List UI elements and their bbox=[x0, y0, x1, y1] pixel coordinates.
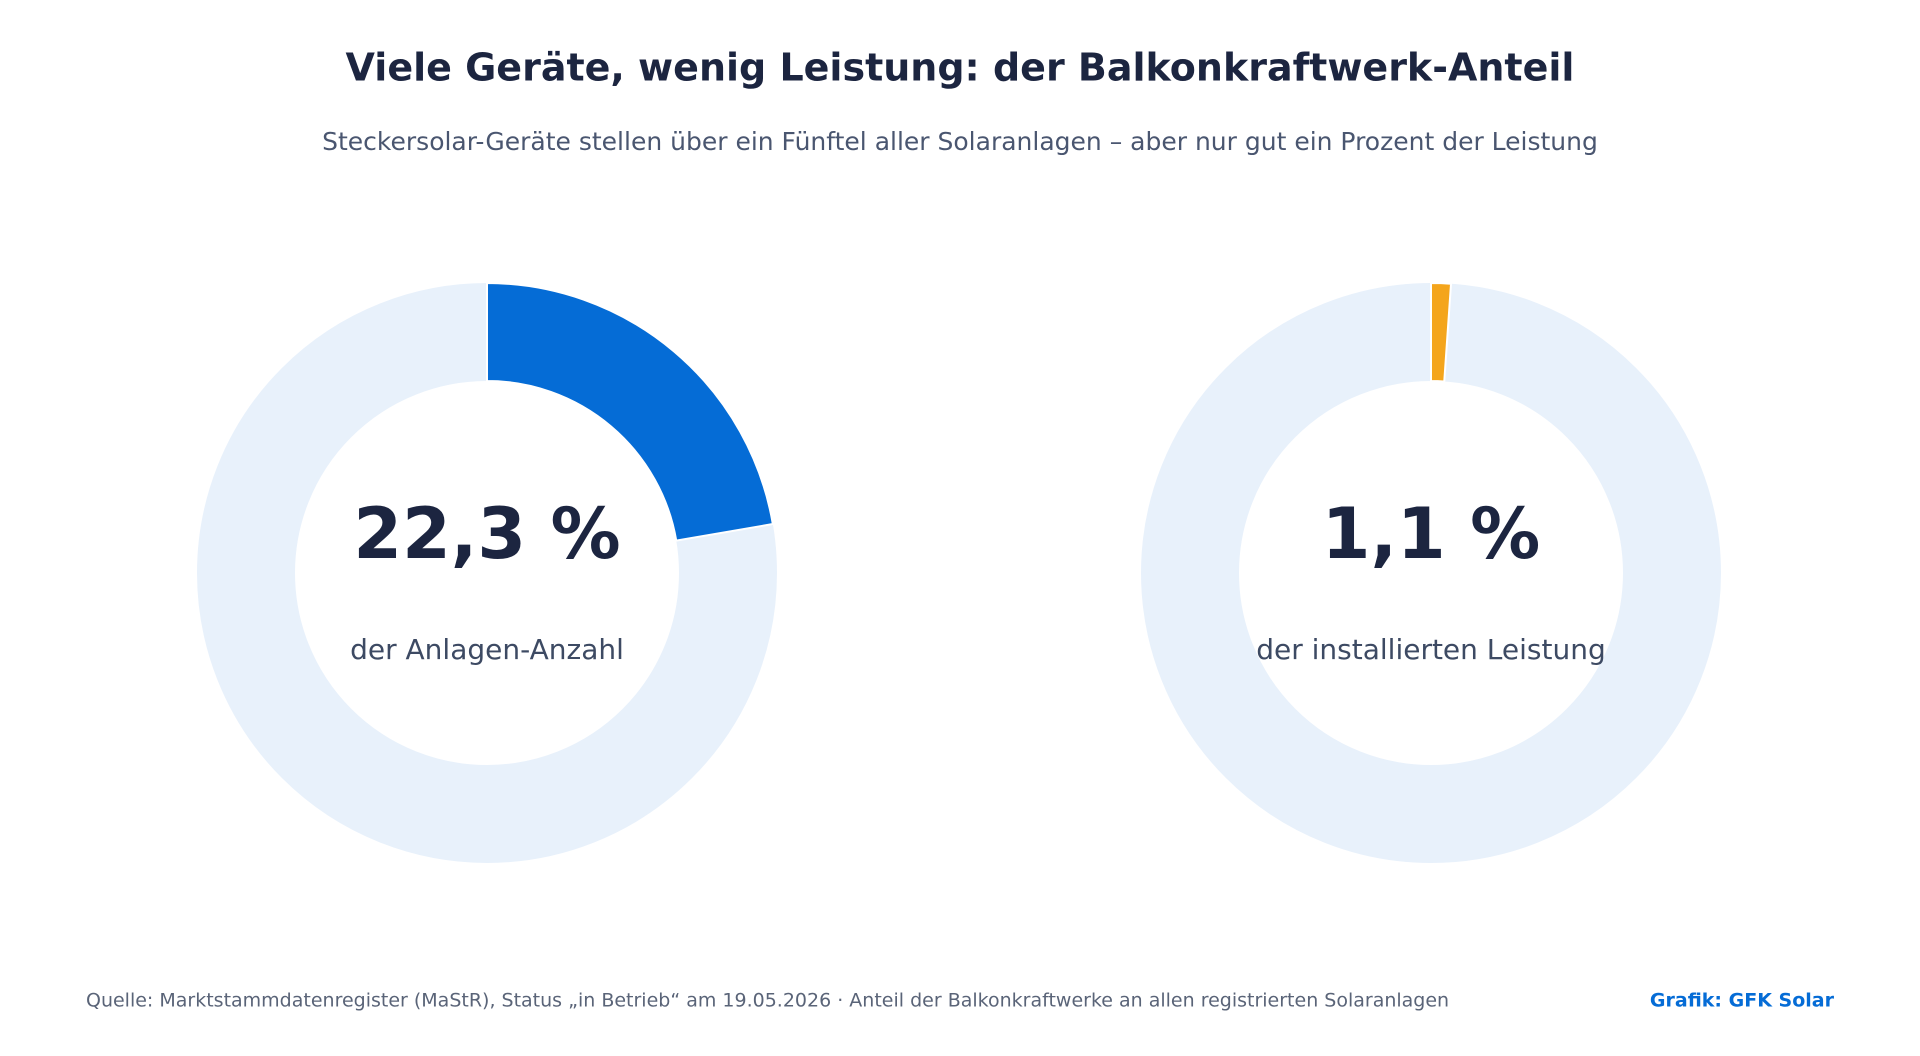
center-value: 1,1 % bbox=[1322, 493, 1541, 575]
chart-subtitle: Steckersolar-Geräte stellen über ein Fün… bbox=[322, 127, 1598, 156]
center-caption: der Anlagen-Anzahl bbox=[350, 633, 624, 666]
chart-title: Viele Geräte, wenig Leistung: der Balkon… bbox=[346, 46, 1575, 90]
center-caption: der installierten Leistung bbox=[1256, 633, 1606, 666]
donut-segment bbox=[1430, 281, 1453, 383]
center-value: 22,3 % bbox=[353, 493, 620, 575]
source-note: Quelle: Marktstammdatenregister (MaStR),… bbox=[86, 990, 1449, 1012]
donut-segment bbox=[486, 281, 774, 542]
credit: Grafik: GFK Solar bbox=[1650, 990, 1835, 1012]
